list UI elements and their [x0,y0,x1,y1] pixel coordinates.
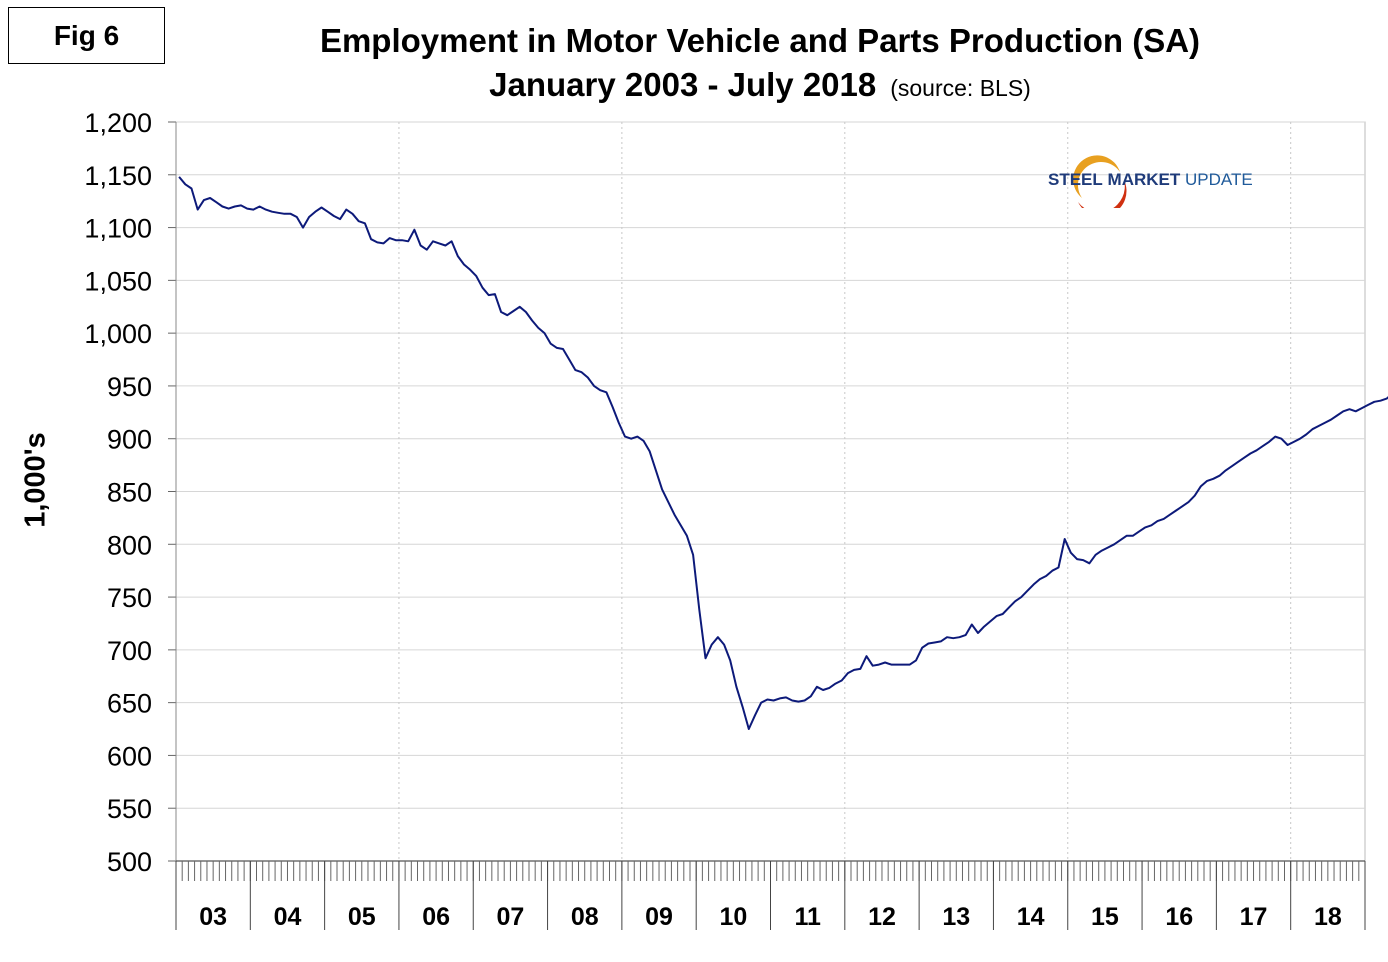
logo-steel: STEEL [1048,170,1103,189]
x-tick-label: 17 [1240,903,1268,931]
y-tick-label: 600 [107,741,152,771]
chart-source: (source: BLS) [890,75,1031,101]
x-tick-label: 09 [645,903,673,931]
x-tick-label: 04 [274,903,302,931]
x-tick-label: 16 [1165,903,1193,931]
y-tick-label: 550 [107,794,152,824]
y-tick-label: 650 [107,689,152,719]
y-tick-label: 500 [107,847,152,877]
x-tick-label: 10 [719,903,747,931]
series-line-employment [178,176,1388,730]
x-tick-label: 18 [1314,903,1342,931]
steel-market-update-logo: STEEL MARKET UPDATE [1048,150,1268,210]
grid-lines [168,121,1366,862]
logo-update: UPDATE [1184,170,1253,189]
logo-market: MARKET [1107,170,1181,189]
y-tick-label: 700 [107,636,152,666]
x-tick-label: 13 [942,903,970,931]
y-tick-labels: 500 550 600 650 700 750 800 850 900 950 1,000 1,050… [84,108,152,877]
x-tick-label: 06 [422,903,450,931]
y-tick-label: 1,050 [84,266,152,296]
x-tick-label: 14 [1017,903,1045,931]
x-tick-label: 15 [1091,903,1119,931]
y-tick-label: 850 [107,478,152,508]
y-tick-label: 1,100 [84,214,152,244]
figure-label: Fig 6 [8,7,165,64]
y-tick-label: 950 [107,372,152,402]
chart-title: Employment in Motor Vehicle and Parts Pr… [319,22,1201,59]
x-tick-label: 08 [571,903,599,931]
x-tick-label: 05 [348,903,376,931]
y-tick-label: 750 [107,583,152,613]
y-tick-label: 800 [107,530,152,560]
x-tick-label: 12 [868,903,896,931]
chart-subtitle: January 2003 - July 2018 [489,66,877,103]
y-tick-label: 1,150 [84,161,152,191]
chart-subtitle-row: January 2003 - July 2018 (source: BLS) [170,66,1350,104]
x-axis: 03 04 05 06 07 08 09 10 11 12 13 14 15 16 17 18 [175,122,1366,931]
logo-wordmark: STEEL MARKET UPDATE [1048,170,1253,190]
x-tick-label: 11 [794,903,821,931]
y-tick-label: 900 [107,425,152,455]
x-tick-label: 03 [199,903,227,931]
series-layer [178,176,1388,730]
x-tick-label: 07 [497,903,525,931]
logo-swoosh-icon [1073,155,1127,208]
y-tick-label: 1,000 [84,319,152,349]
y-tick-label: 1,200 [84,108,152,138]
